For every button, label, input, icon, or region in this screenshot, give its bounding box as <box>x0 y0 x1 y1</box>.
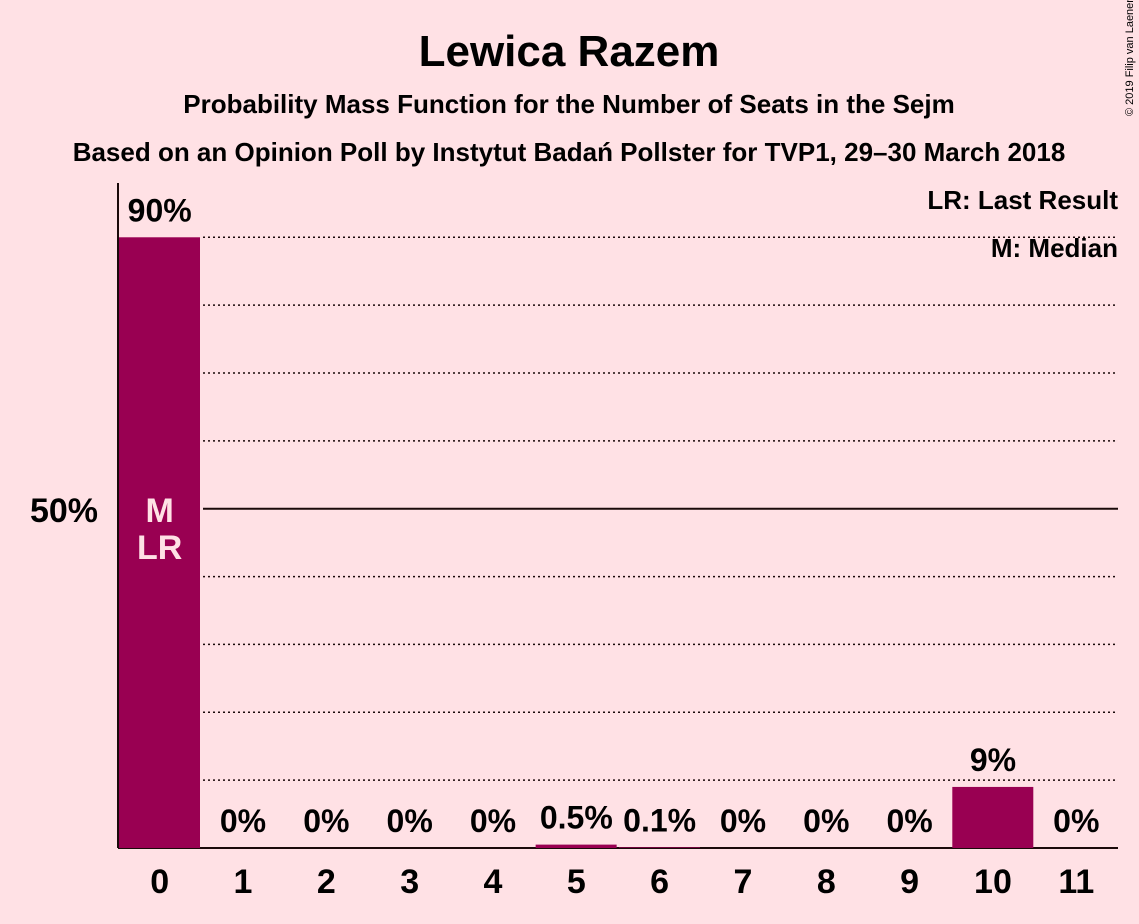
x-tick-label-9: 9 <box>900 863 919 901</box>
chart-subtitle: Probability Mass Function for the Number… <box>183 89 954 119</box>
chart-title: Lewica Razem <box>419 27 720 76</box>
copyright-note: © 2019 Filip van Laenen <box>1124 0 1136 116</box>
median-marker: M <box>146 492 174 530</box>
bar-seat-6 <box>618 847 700 848</box>
value-label-seat-11: 0% <box>1053 803 1099 839</box>
value-label-seat-10: 9% <box>970 742 1016 778</box>
value-label-seat-5: 0.5% <box>540 800 613 836</box>
x-tick-label-1: 1 <box>234 863 253 901</box>
value-label-seat-7: 0% <box>720 803 766 839</box>
x-tick-label-11: 11 <box>1058 863 1094 901</box>
value-label-seat-6: 0.1% <box>623 802 696 838</box>
gridlines <box>203 236 1118 781</box>
x-tick-label-10: 10 <box>974 863 1012 901</box>
value-label-seat-4: 0% <box>470 803 516 839</box>
legend-last-result: LR: Last Result <box>927 185 1118 215</box>
value-label-seat-3: 0% <box>387 803 433 839</box>
chart-source: Based on an Opinion Poll by Instytut Bad… <box>73 137 1066 167</box>
value-label-seat-8: 0% <box>803 803 849 839</box>
legend-median: M: Median <box>991 233 1118 263</box>
bar-seat-5 <box>535 844 617 848</box>
x-tick-label-2: 2 <box>317 863 336 901</box>
y-tick-label-50: 50% <box>30 492 98 530</box>
value-label-seat-0: 90% <box>128 192 192 228</box>
x-tick-labels: 0 1 2 3 4 5 6 7 8 9 10 11 <box>150 863 1094 901</box>
x-tick-label-4: 4 <box>484 863 503 901</box>
x-tick-label-8: 8 <box>817 863 836 901</box>
bar-seat-10 <box>952 786 1034 848</box>
value-label-seat-9: 0% <box>887 803 933 839</box>
x-tick-label-6: 6 <box>650 863 669 901</box>
x-tick-label-0: 0 <box>150 863 169 901</box>
bar-seat-0 <box>119 237 200 849</box>
x-tick-label-3: 3 <box>400 863 419 901</box>
bars: 90% 0% 0% 0% 0% 0.5% 0.1% 0% 0% 0% 9% 0% MLR <box>119 192 1099 849</box>
last-result-marker: LR <box>137 529 182 567</box>
x-tick-label-5: 5 <box>567 863 586 901</box>
x-tick-label-7: 7 <box>734 863 753 901</box>
value-label-seat-1: 0% <box>220 803 266 839</box>
value-label-seat-2: 0% <box>303 803 349 839</box>
